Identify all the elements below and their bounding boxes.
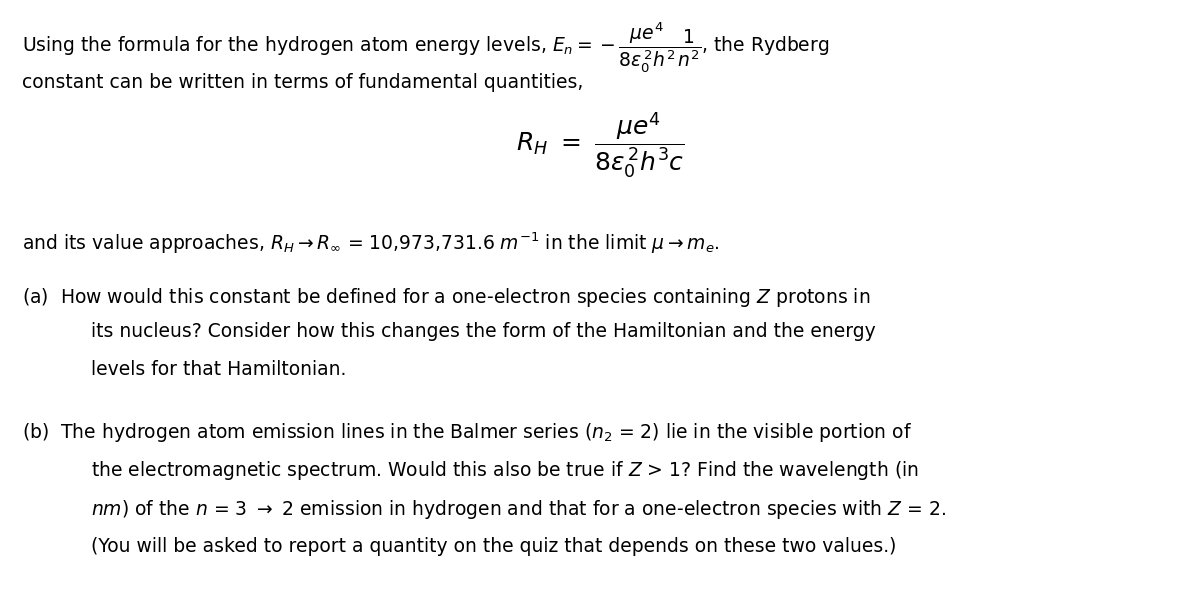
Text: (b)  The hydrogen atom emission lines in the Balmer series ($n_2$ = 2) lie in th: (b) The hydrogen atom emission lines in … xyxy=(22,421,912,444)
Text: (You will be asked to report a quantity on the quiz that depends on these two va: (You will be asked to report a quantity … xyxy=(91,537,896,556)
Text: levels for that Hamiltonian.: levels for that Hamiltonian. xyxy=(91,360,347,379)
Text: $R_H \ = \ \dfrac{\mu e^4}{8\epsilon_0^{\,2} h^3 c}$: $R_H \ = \ \dfrac{\mu e^4}{8\epsilon_0^{… xyxy=(516,111,684,180)
Text: and its value approaches, $R_H \rightarrow R_\infty$ = 10,973,731.6 $m^{-1}$ in : and its value approaches, $R_H \rightarr… xyxy=(22,231,719,256)
Text: (a)  How would this constant be defined for a one-electron species containing $Z: (a) How would this constant be defined f… xyxy=(22,286,870,309)
Text: $nm$) of the $n$ = 3 $\rightarrow$ 2 emission in hydrogen and that for a one-ele: $nm$) of the $n$ = 3 $\rightarrow$ 2 emi… xyxy=(91,498,947,521)
Text: Using the formula for the hydrogen atom energy levels, $E_n = -\dfrac{\mu e^4}{8: Using the formula for the hydrogen atom … xyxy=(22,21,829,75)
Text: the electromagnetic spectrum. Would this also be true if $Z$ > 1? Find the wavel: the electromagnetic spectrum. Would this… xyxy=(91,459,919,483)
Text: its nucleus? Consider how this changes the form of the Hamiltonian and the energ: its nucleus? Consider how this changes t… xyxy=(91,322,876,342)
Text: constant can be written in terms of fundamental quantities,: constant can be written in terms of fund… xyxy=(22,73,583,92)
